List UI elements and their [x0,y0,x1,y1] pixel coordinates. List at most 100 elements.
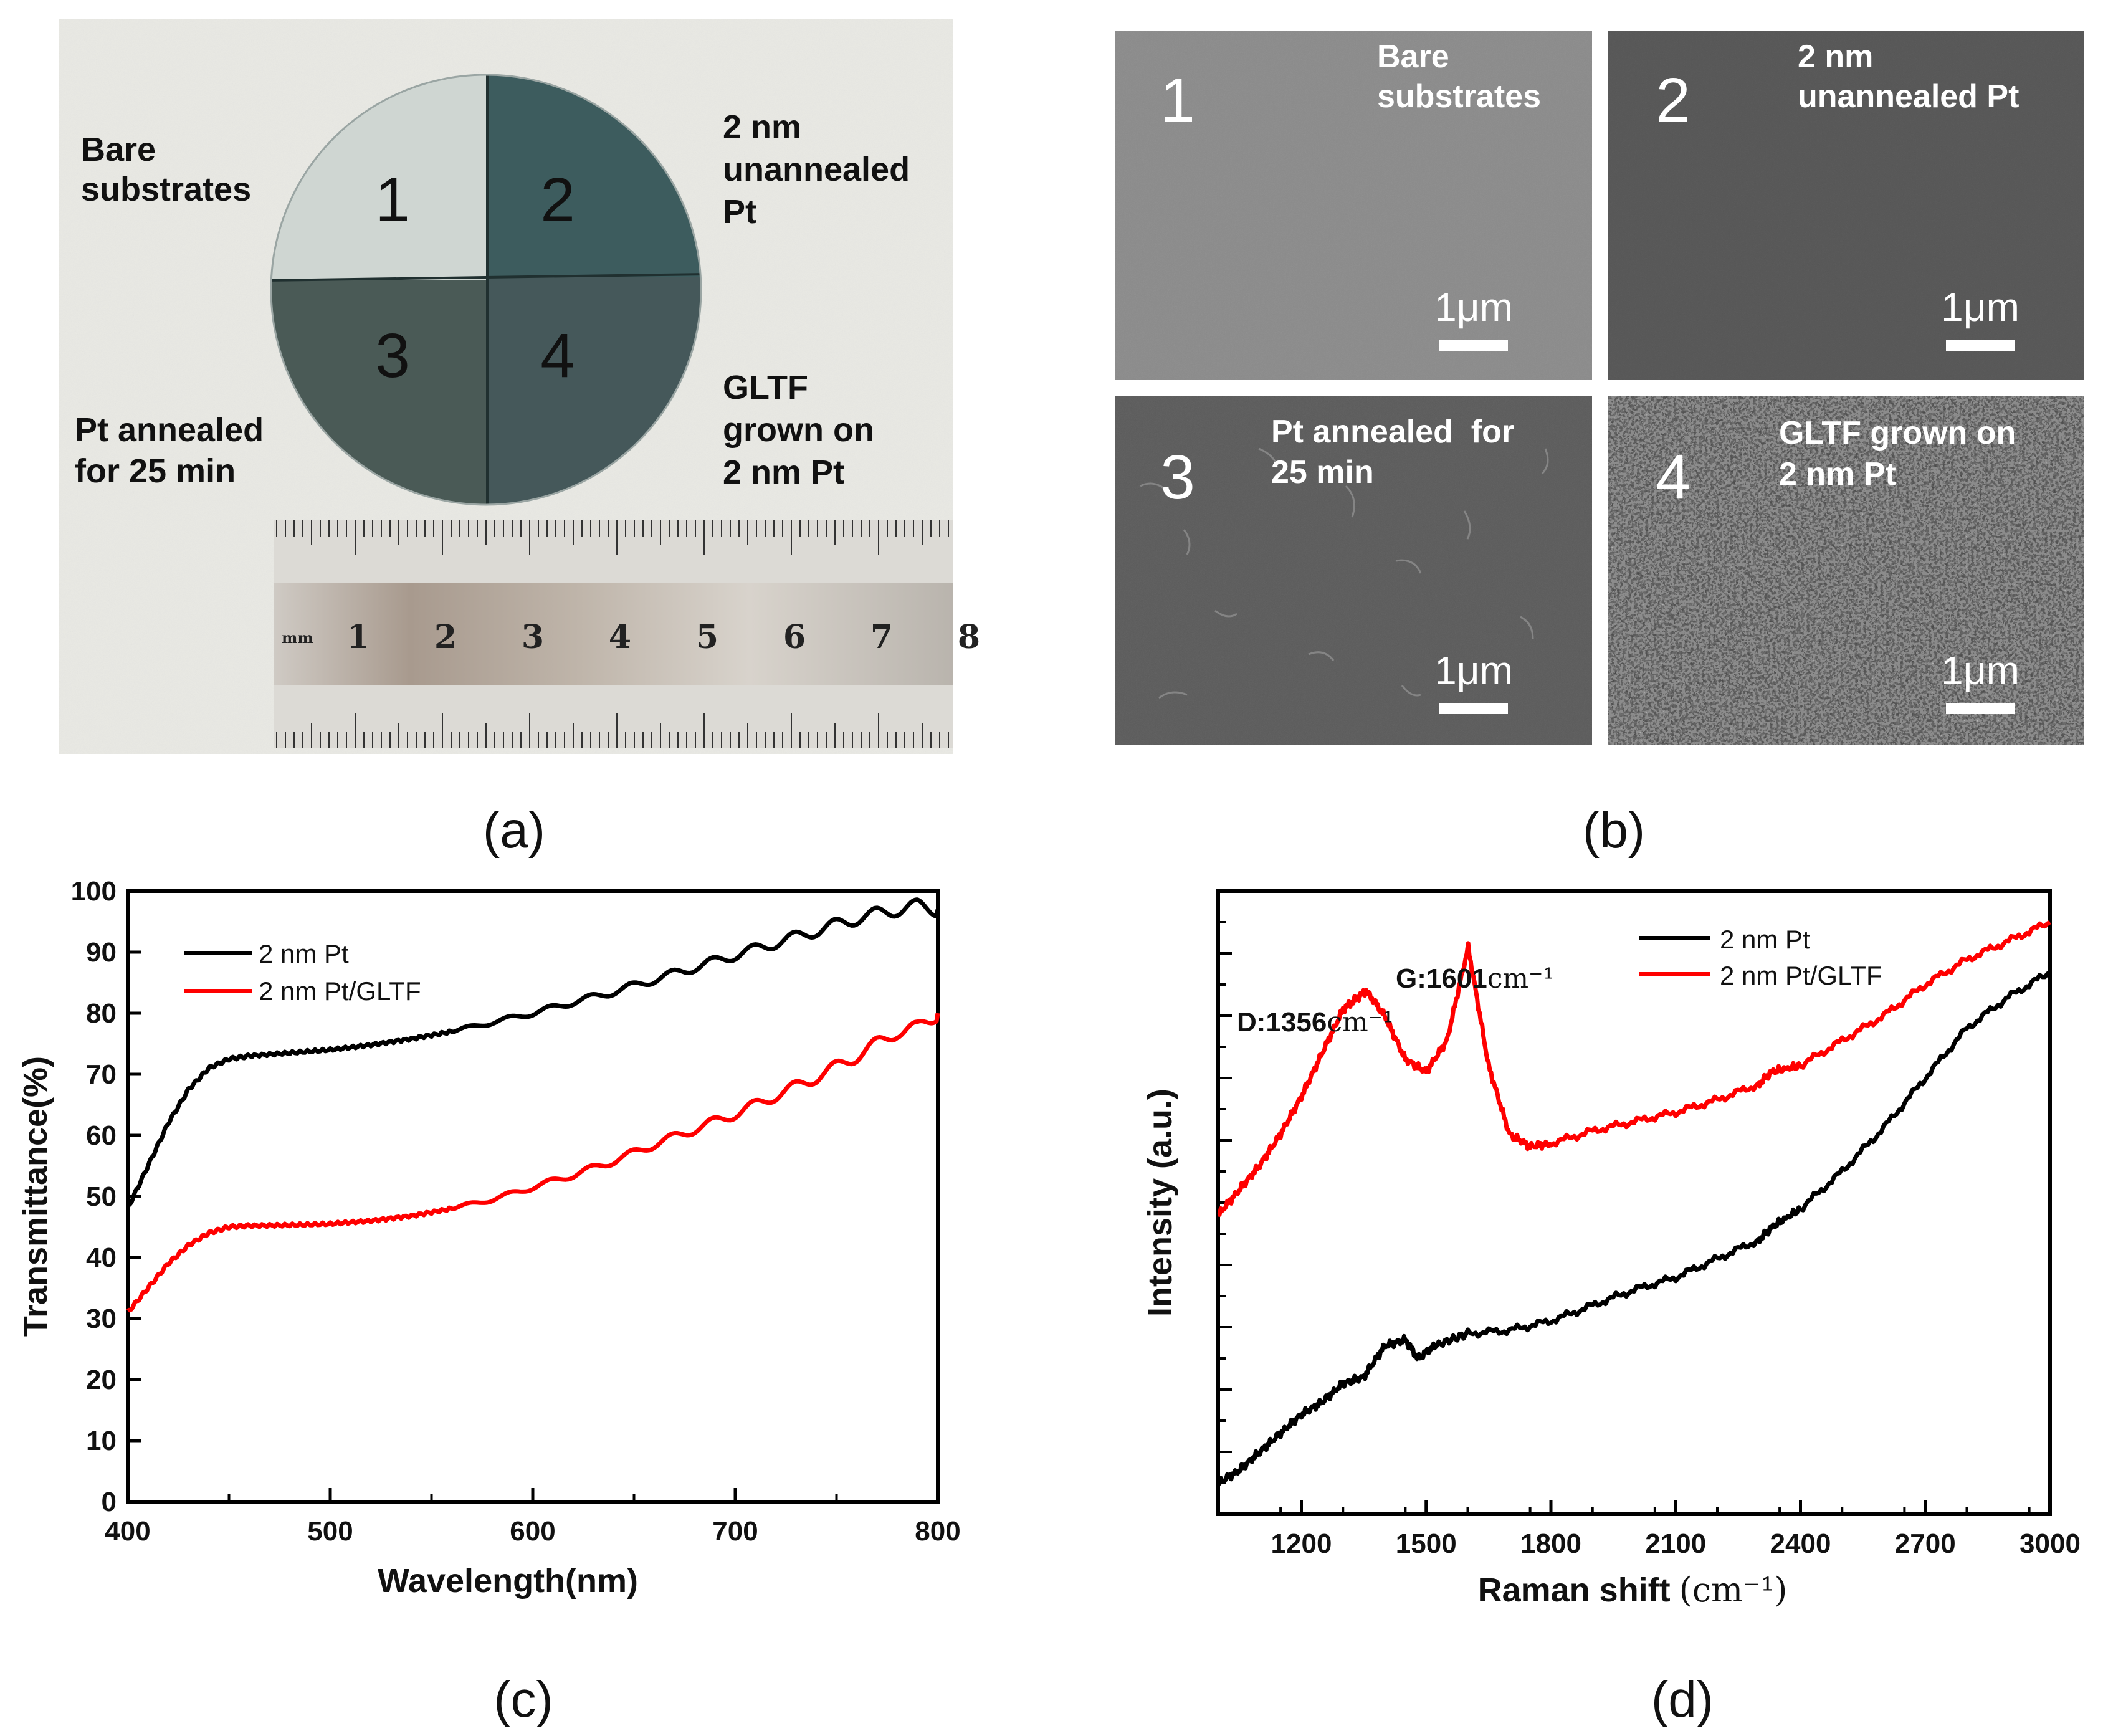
chart-c-legend: 2 nm Pt 2 nm Pt/GLTF [184,939,421,1006]
ruler: mm 1 2 3 4 5 6 7 8 [274,520,980,748]
ruler-top-scale [274,520,953,583]
y-tick-label: 60 [86,1120,117,1151]
x-tick-label: 2700 [1895,1529,1956,1559]
y-tick-label: 70 [86,1059,117,1090]
panel-b: 1 Bare substrates 1μm 2 2 nm unannealed … [1115,31,2084,745]
sem-tile-2: 2 2 nm unannealed Pt 1μm [1608,31,2084,380]
sem-caption-2-line2: unannealed Pt [1798,79,2019,115]
chart-d: 1200 1500 1800 2100 2400 2700 3000 2 nm Pt 2 n… [1142,889,2081,1610]
chart-c-xlabel: Wavelength(nm) [378,1562,638,1600]
sem-scale-bar-4 [1946,703,2015,714]
chart-c-ylabel: Transmittance(%) [17,1056,54,1337]
x-tick-label: 600 [510,1516,555,1547]
label-gltf-line3: 2 nm Pt [723,454,844,491]
sem-noise-3 [1115,396,1592,745]
label-bare-line1: Bare [81,131,156,168]
chart-c: 400 500 600 700 800 0 10 20 30 40 50 60 70 80 90 100 2 … [17,876,961,1600]
legend-label-d-2nm-pt-gltf: 2 nm Pt/GLTF [1720,961,1882,990]
x-tick-label: 1200 [1271,1529,1332,1559]
label-gltf-line2: grown on [723,411,874,449]
sem-scale-bar-1 [1439,340,1508,351]
wafer-number-4: 4 [540,321,575,391]
panel-label-a: (a) [483,802,545,859]
sem-number-4: 4 [1656,442,1691,512]
chart-c-series [125,897,940,1313]
series-line-2-nm-pt [1216,970,2051,1486]
sem-caption-2-line1: 2 nm [1798,39,1873,75]
legend-label-2nm-pt-gltf: 2 nm Pt/GLTF [259,976,421,1006]
sem-tile-4: 4 GLTF grown on 2 nm Pt 1μm [1608,396,2084,745]
ruler-number: 2 [434,618,457,656]
sem-scale-label-3: 1μm [1434,648,1513,693]
x-tick-label: 2400 [1770,1529,1831,1559]
y-tick-label: 80 [86,998,117,1029]
sem-number-3: 3 [1160,442,1195,512]
x-tick-label: 1500 [1396,1529,1457,1559]
sem-scale-bar-2 [1946,340,2015,351]
wafer-outline [270,74,702,506]
annotation-g-peak-unit: cm⁻¹ [1487,963,1554,994]
label-bare-line2: substrates [81,171,251,208]
panel-label-b: (b) [1583,802,1645,859]
wafer-number-2: 2 [540,165,575,235]
ruler-unit: mm [282,629,313,647]
sem-number-1: 1 [1160,65,1195,135]
annotation-g-peak: G:1601cm⁻¹ [1396,963,1554,994]
chart-d-axis-ticks: 1200 1500 1800 2100 2400 2700 3000 [1217,890,2081,1559]
label-unannealed-line2: unannealed [723,151,910,188]
panel-a: 1 2 3 4 Bare substrates 2 nm unannealed … [59,19,980,754]
sem-tile-3: 3 Pt annealed for 25 min 1μm [1115,396,1592,745]
annotation-d-peak-unit: cm⁻¹ [1327,1006,1393,1038]
label-annealed-line1: Pt annealed [75,411,264,449]
chart-d-ylabel: Intensity (a.u.) [1142,1089,1179,1317]
ruler-ticks [276,520,949,748]
chart-d-xlabel-unit: (cm⁻¹) [1679,1570,1788,1610]
y-tick-label: 50 [86,1181,117,1212]
ruler-number: 1 [347,618,370,656]
y-tick-label: 30 [86,1304,117,1334]
legend-label-d-2nm-pt: 2 nm Pt [1720,925,1810,954]
ruler-number: 5 [696,618,718,656]
x-tick-label: 2100 [1645,1529,1706,1559]
x-tick-label: 500 [307,1516,353,1547]
y-tick-label: 0 [102,1487,117,1517]
ruler-number: 7 [870,618,893,656]
annotation-d-peak: D:1356cm⁻¹ [1237,1006,1394,1038]
chart-c-frame [126,889,940,1504]
legend-label-2nm-pt: 2 nm Pt [259,939,349,968]
label-annealed-line2: for 25 min [75,452,236,490]
sem-scale-label-4: 1μm [1941,648,2020,693]
label-unannealed-line3: Pt [723,193,756,231]
chart-d-series [1216,920,2051,1486]
x-tick-label: 400 [105,1516,150,1547]
label-gltf-line1: GLTF [723,369,808,406]
annotation-d-peak-value: D:1356 [1237,1007,1327,1037]
sem-scale-label-1: 1μm [1434,285,1513,330]
sem-number-2: 2 [1656,65,1691,135]
annotation-g-peak-value: G:1601 [1396,963,1487,994]
series-line-2-nm-pt-gltf [1217,920,2051,1217]
y-tick-label: 20 [86,1365,117,1395]
x-tick-label: 800 [915,1516,960,1547]
ruler-numbers: 1 2 3 4 5 6 7 8 [347,618,980,656]
y-tick-label: 40 [86,1242,117,1273]
y-tick-label: 90 [86,937,117,968]
chart-d-xlabel-text: Raman shift [1478,1571,1671,1609]
sem-grain-4 [1608,396,2084,745]
y-tick-label: 10 [86,1426,117,1456]
sem-caption-1-line1: Bare [1377,39,1449,75]
panel-label-d: (d) [1651,1671,1714,1728]
sem-caption-1-line2: substrates [1377,79,1541,115]
sem-texture-3 [1140,447,1549,699]
sem-noise-2 [1608,31,2084,380]
x-tick-label: 700 [712,1516,758,1547]
chart-d-xlabel: Raman shift (cm⁻¹) [1478,1570,1788,1610]
wafer-number-3: 3 [375,321,410,391]
ruler-number: 4 [609,618,631,656]
wafer-number-1: 1 [375,165,410,235]
chart-d-legend: 2 nm Pt 2 nm Pt/GLTF [1639,925,1882,990]
sem-scale-bar-3 [1439,703,1508,714]
sem-tile-1: 1 Bare substrates 1μm [1115,31,1592,380]
